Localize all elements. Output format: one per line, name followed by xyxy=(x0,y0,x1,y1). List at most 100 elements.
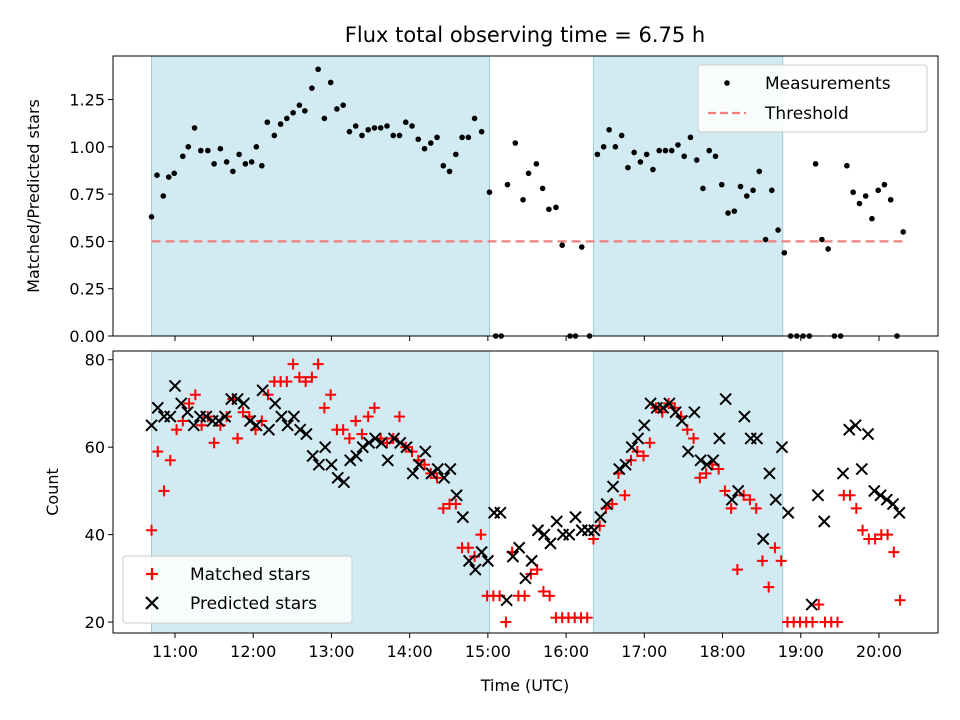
x-tick-label: 11:00 xyxy=(152,642,198,661)
data-point xyxy=(500,594,513,607)
data-point xyxy=(763,581,775,593)
data-point xyxy=(164,454,176,466)
data-point xyxy=(856,200,863,207)
data-point xyxy=(412,458,426,471)
data-point xyxy=(643,151,650,158)
data-point xyxy=(812,161,819,167)
data-point xyxy=(625,164,631,171)
data-point xyxy=(744,494,756,506)
data-point xyxy=(880,493,894,506)
data-point xyxy=(185,144,192,150)
data-point xyxy=(844,162,850,169)
data-point xyxy=(594,510,607,524)
data-point xyxy=(344,454,357,467)
data-point xyxy=(606,480,620,493)
data-point xyxy=(650,166,656,173)
data-point xyxy=(337,475,351,489)
data-point xyxy=(644,437,656,449)
data-point xyxy=(656,401,670,415)
data-point xyxy=(662,147,669,154)
data-point xyxy=(531,524,545,537)
data-point xyxy=(706,147,713,154)
data-point xyxy=(544,590,556,602)
data-point xyxy=(446,168,453,175)
data-point xyxy=(606,498,618,510)
data-point xyxy=(862,193,869,199)
data-point xyxy=(525,554,538,568)
data-point xyxy=(781,249,788,256)
y-tick-label: 0.50 xyxy=(69,232,105,251)
data-point xyxy=(631,149,637,156)
data-point xyxy=(387,432,401,445)
data-point xyxy=(151,401,164,415)
data-point xyxy=(550,515,563,528)
data-point xyxy=(881,181,888,188)
data-point xyxy=(198,147,204,154)
data-point xyxy=(471,115,478,122)
data-point xyxy=(769,542,781,554)
data-point xyxy=(668,147,675,154)
data-point xyxy=(713,432,726,445)
data-point xyxy=(475,545,488,559)
data-point xyxy=(619,458,632,471)
data-point xyxy=(775,440,789,454)
data-point xyxy=(237,397,251,410)
y-tick-label: 1.00 xyxy=(69,138,105,157)
data-point xyxy=(402,119,409,126)
data-point xyxy=(861,427,875,441)
x-tick-label: 19:00 xyxy=(778,642,824,661)
legend-label-measurements: Measurements xyxy=(765,74,891,94)
y-tick-label: 20 xyxy=(85,613,105,632)
data-point xyxy=(869,215,875,222)
data-point xyxy=(850,502,862,514)
data-point xyxy=(512,140,519,146)
data-point xyxy=(500,616,512,628)
data-point xyxy=(183,397,195,409)
data-point xyxy=(158,485,170,497)
data-point xyxy=(264,119,271,126)
legend-label-predicted: Predicted stars xyxy=(190,594,317,614)
plot-frame xyxy=(112,55,939,337)
data-point xyxy=(406,467,419,480)
data-point xyxy=(775,227,781,233)
data-point xyxy=(287,358,299,370)
data-point xyxy=(669,406,682,419)
data-point xyxy=(145,419,158,432)
data-point xyxy=(390,132,397,139)
data-point xyxy=(211,161,217,167)
data-point xyxy=(160,193,167,199)
data-point xyxy=(362,411,374,423)
data-point xyxy=(750,187,756,194)
data-point xyxy=(818,515,831,528)
data-point xyxy=(384,123,390,129)
data-point xyxy=(315,66,321,73)
data-point xyxy=(189,389,201,401)
data-point xyxy=(148,214,155,220)
data-point xyxy=(512,541,526,554)
x-axis-ticks xyxy=(174,336,880,341)
data-point xyxy=(519,572,532,585)
data-point xyxy=(875,187,881,194)
data-point xyxy=(415,136,422,143)
data-point xyxy=(619,489,631,501)
data-point xyxy=(706,454,720,467)
data-point xyxy=(855,462,868,476)
data-point xyxy=(886,497,900,511)
data-point xyxy=(284,115,290,122)
data-point xyxy=(208,437,220,449)
data-point xyxy=(327,79,334,86)
data-point xyxy=(811,489,825,502)
data-point xyxy=(200,410,213,423)
data-point xyxy=(849,419,862,432)
data-point xyxy=(556,528,570,541)
data-point xyxy=(700,185,706,192)
data-point xyxy=(205,147,211,154)
x-axis-label: Time (UTC) xyxy=(480,676,569,695)
legend: Measurements Threshold xyxy=(697,64,928,133)
data-point xyxy=(242,161,249,167)
data-point xyxy=(757,532,770,546)
data-point xyxy=(175,397,188,410)
data-point xyxy=(312,458,326,471)
data-point xyxy=(293,423,307,436)
data-point xyxy=(421,145,428,152)
